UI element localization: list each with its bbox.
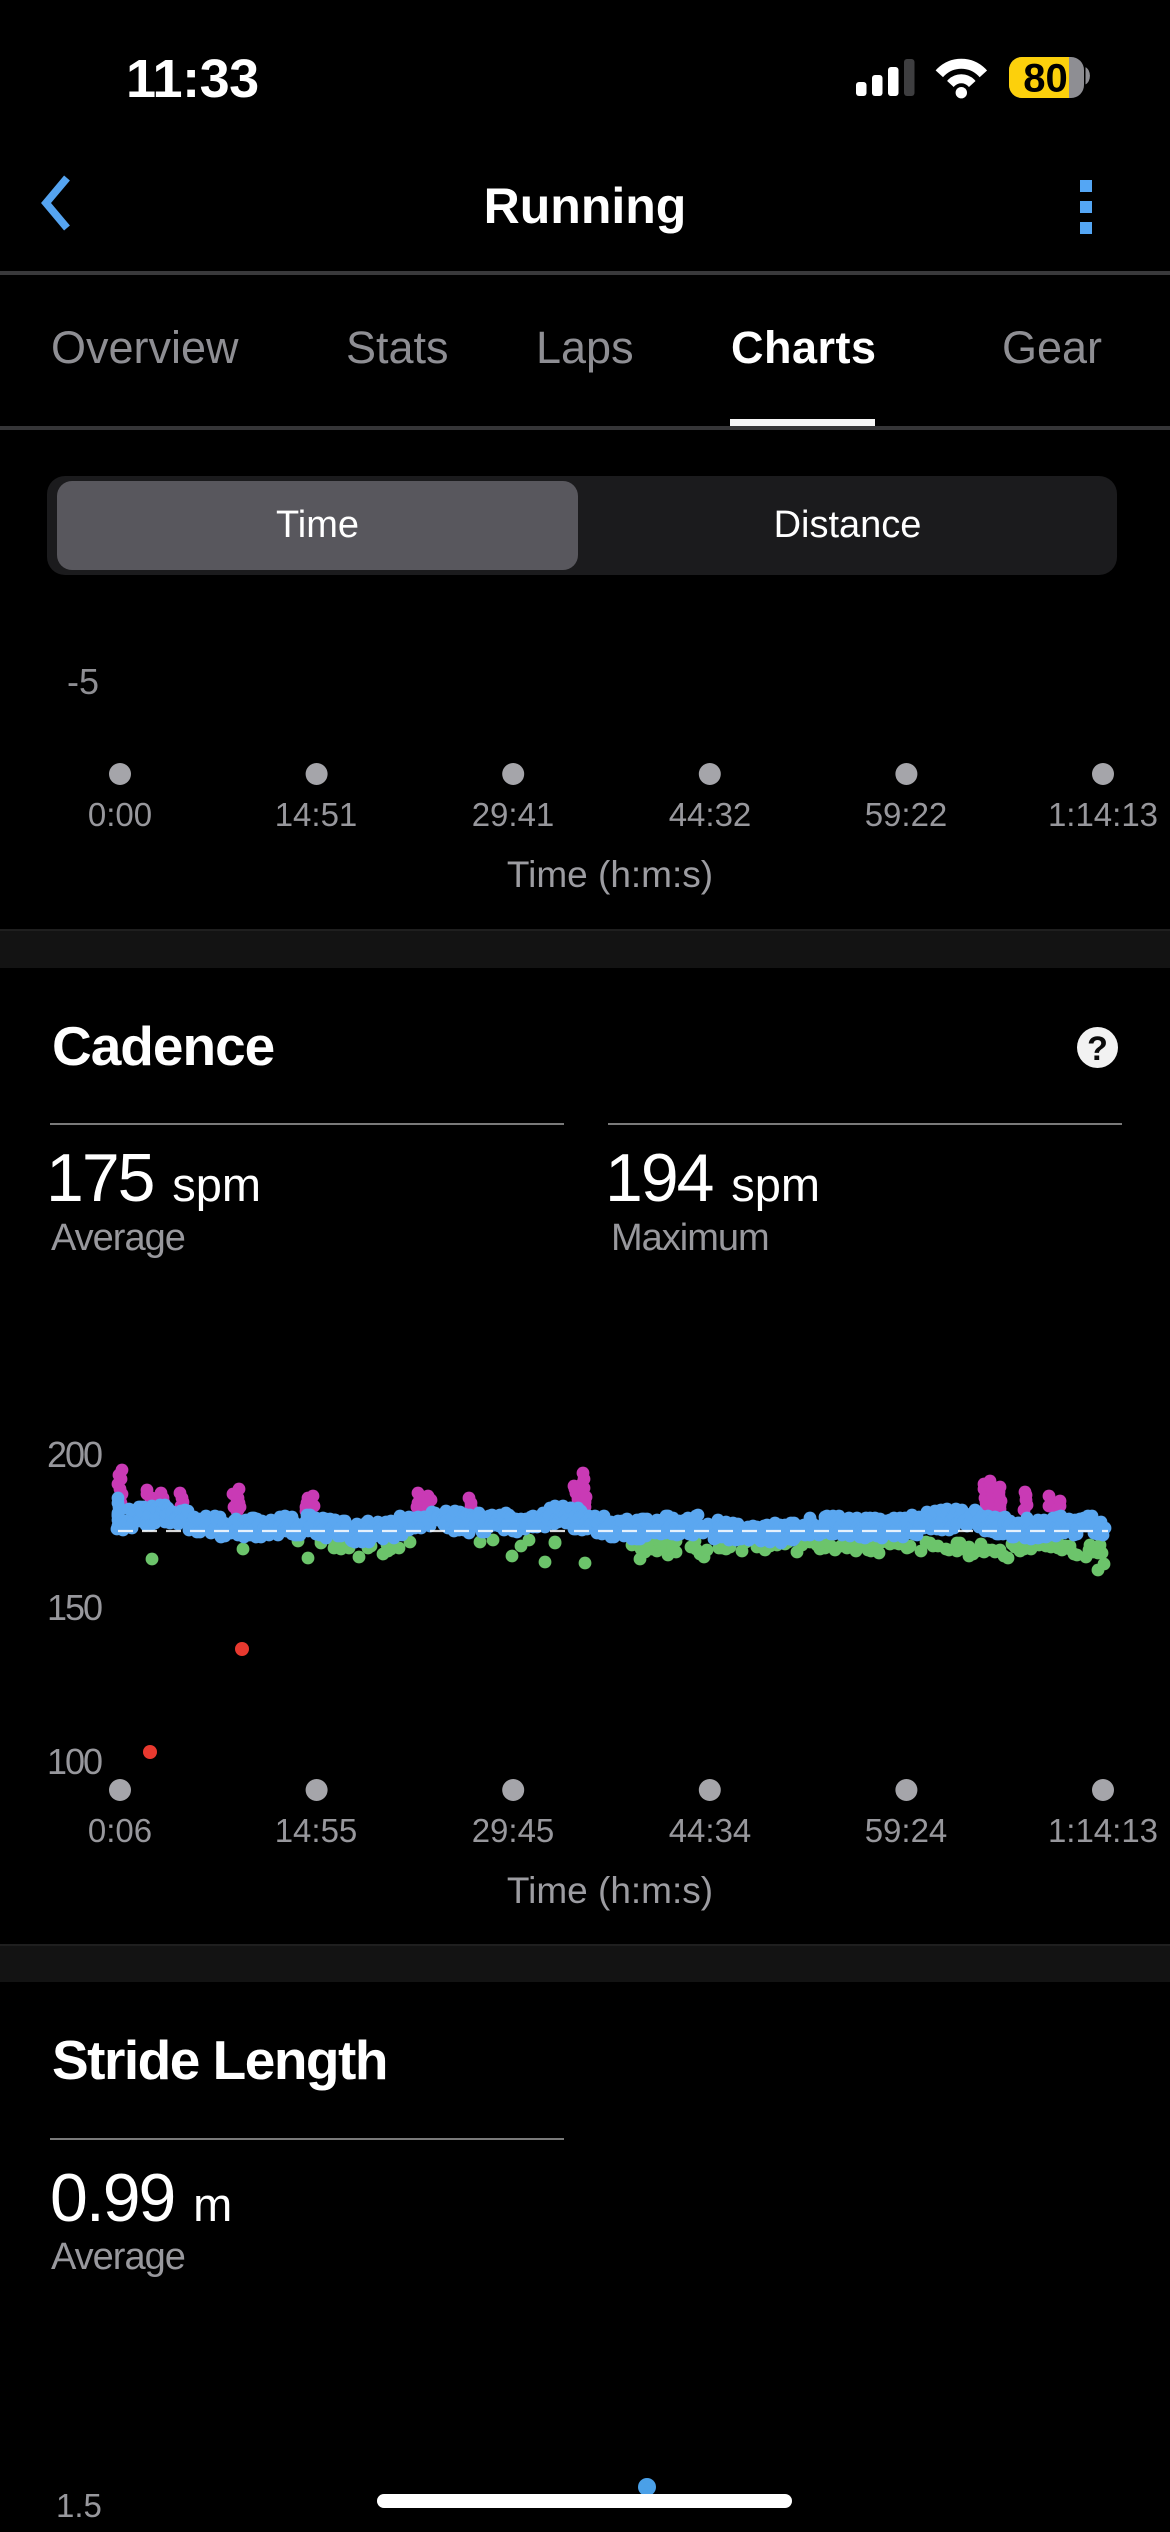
svg-text:?: ? — [1087, 1030, 1108, 1068]
svg-text:80: 80 — [1023, 57, 1068, 101]
